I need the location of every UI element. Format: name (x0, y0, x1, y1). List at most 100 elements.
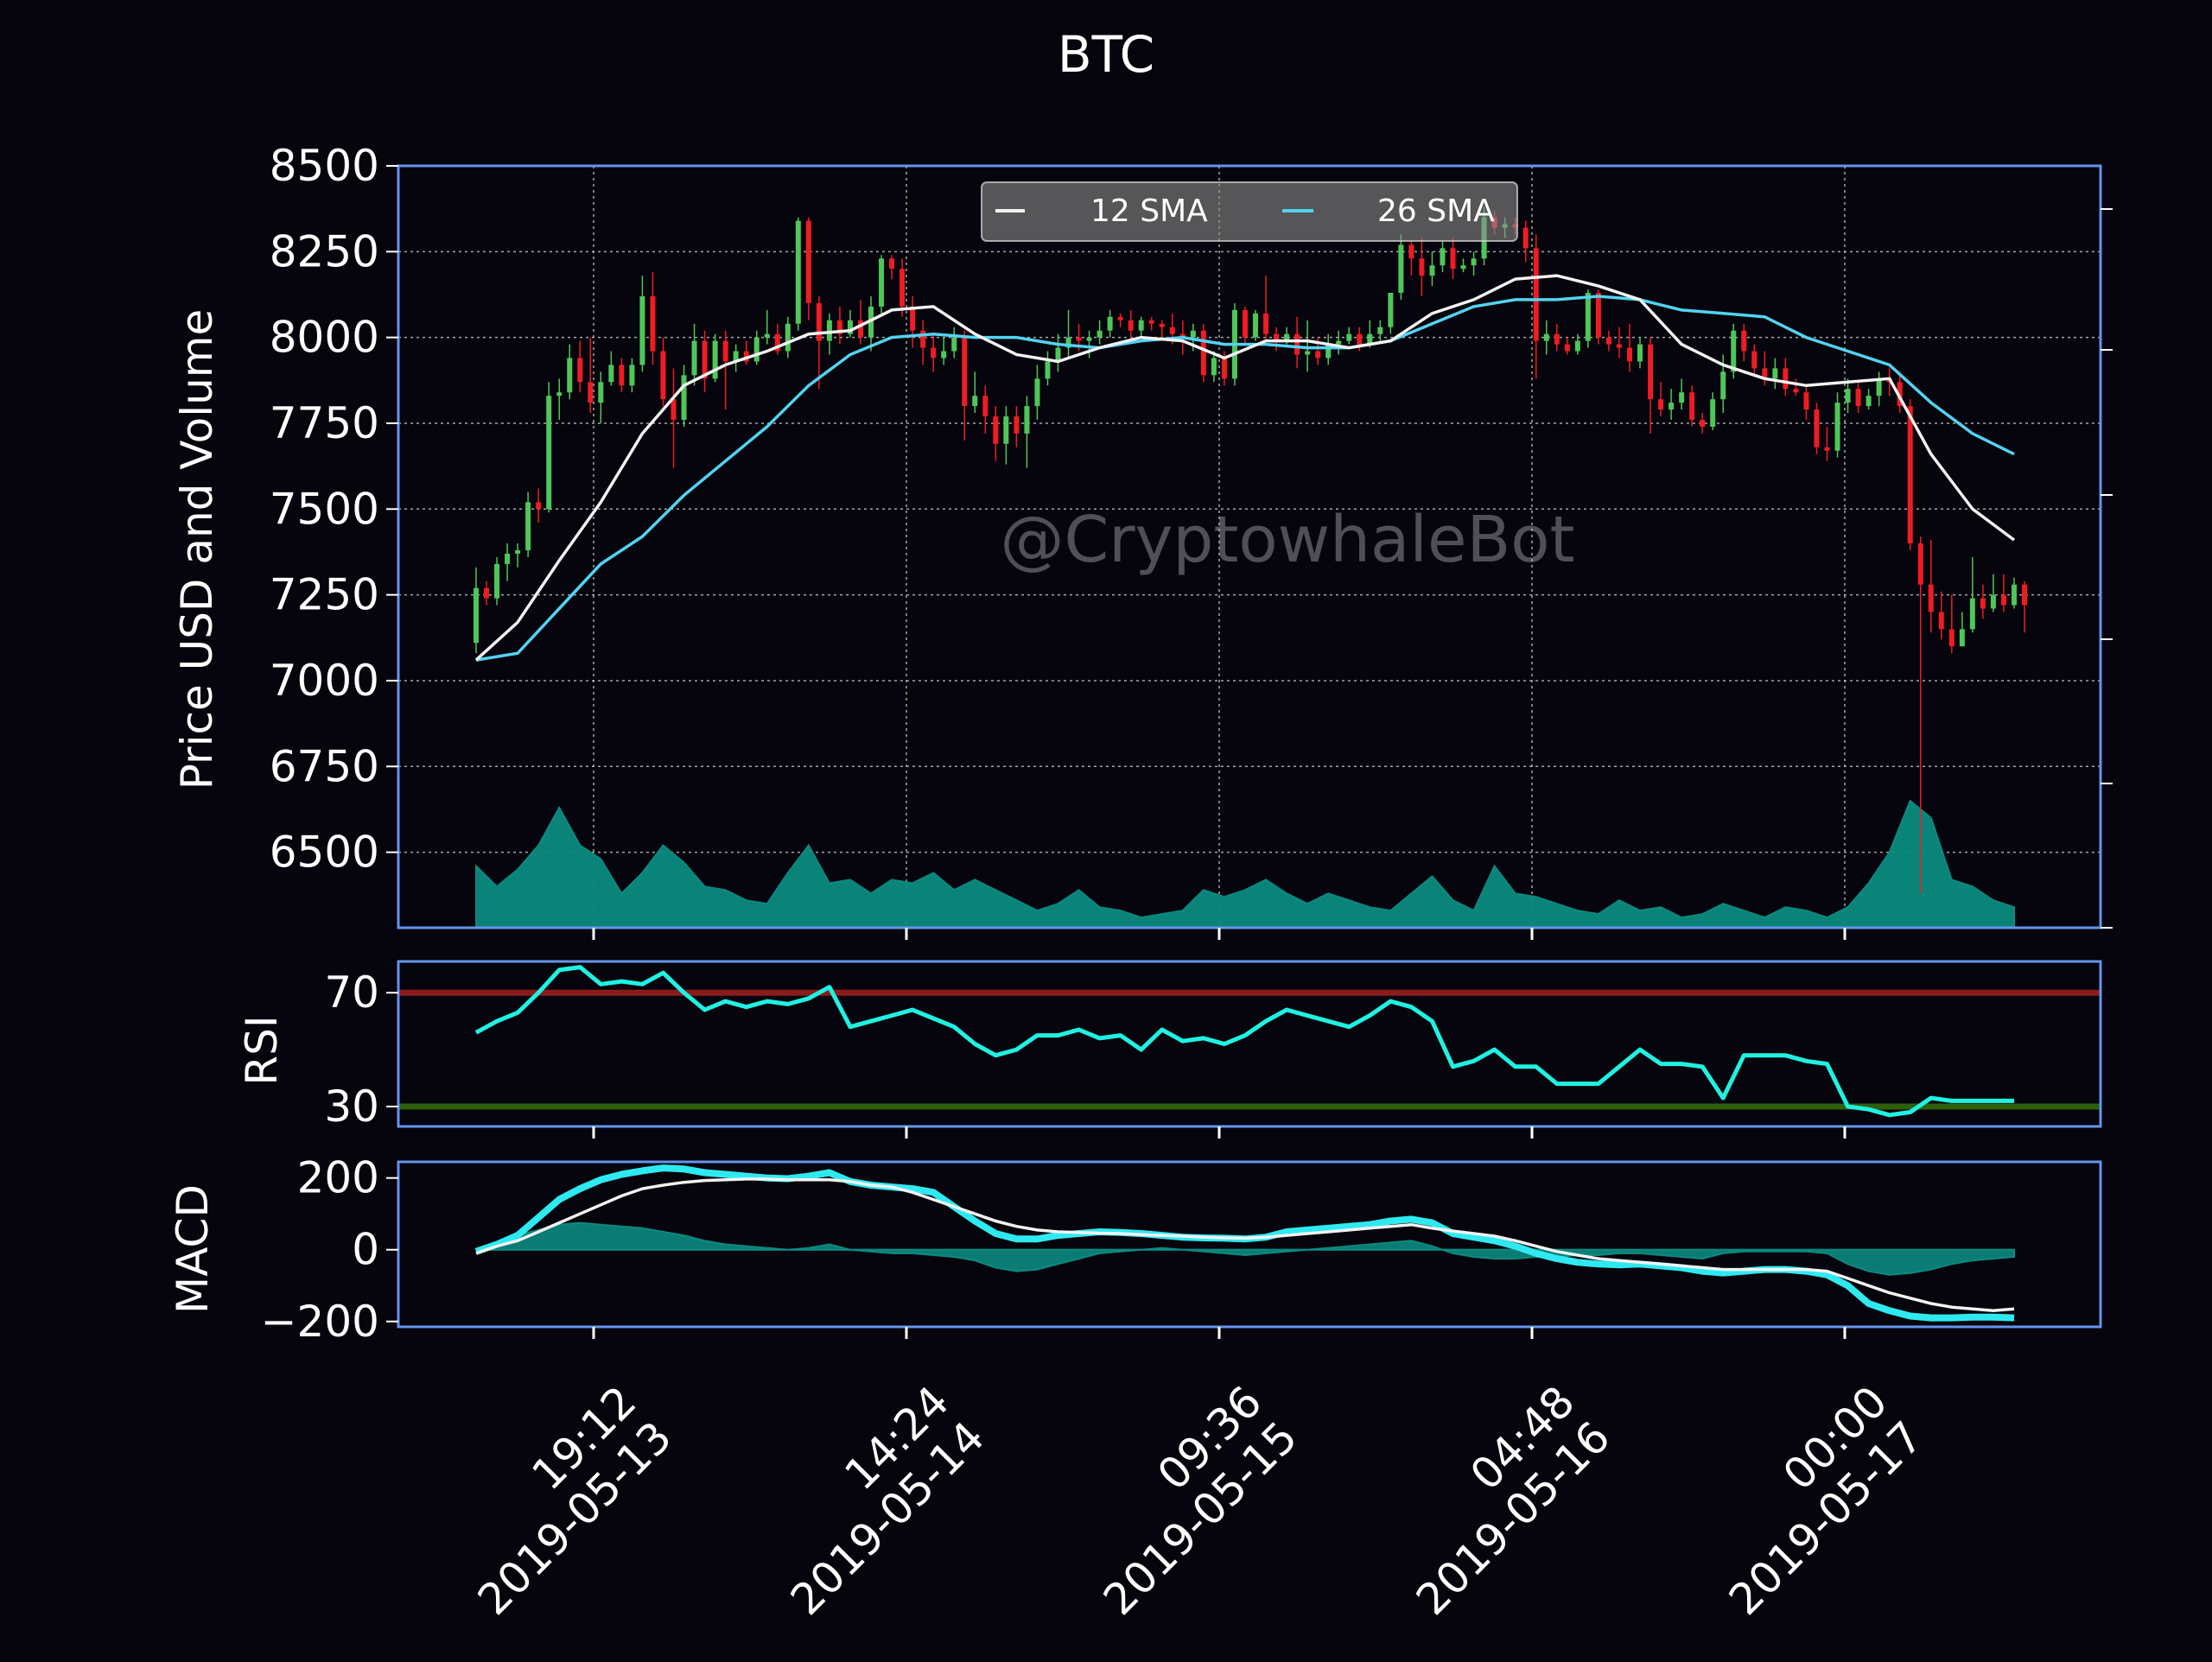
candle (1460, 258, 1466, 273)
candle (1626, 323, 1632, 372)
candle (1554, 323, 1560, 352)
candle-body (691, 340, 697, 376)
candle-body (1938, 612, 1944, 630)
candle (629, 358, 635, 393)
candle (1533, 234, 1539, 379)
candle (515, 543, 521, 568)
candle (1543, 320, 1549, 355)
legend-label-12-sma: 12 SMA (1090, 193, 1208, 229)
candle (972, 371, 978, 414)
candle (1803, 385, 1809, 420)
candle-body (1876, 378, 1882, 396)
candle-body (525, 502, 531, 550)
candle-body (1658, 399, 1664, 410)
candle-body (1034, 378, 1040, 407)
candle (1263, 276, 1269, 341)
candle (920, 320, 926, 365)
candle (1917, 536, 1923, 894)
candle (1876, 371, 1882, 407)
candle (1014, 406, 1020, 447)
candle-body (1897, 382, 1903, 407)
candle (702, 330, 708, 393)
candle (1574, 333, 1580, 355)
candle-body (1522, 227, 1529, 249)
candle-body (515, 549, 521, 554)
candle (733, 344, 739, 372)
candle-body (1200, 330, 1206, 376)
candle-body (1595, 293, 1601, 338)
macd-axis-label: MACD (168, 1184, 218, 1314)
candle-body (1762, 368, 1768, 379)
candle-body (1388, 293, 1394, 327)
candle (1605, 330, 1611, 352)
candle-body (1024, 406, 1030, 434)
candle-body (577, 358, 583, 383)
candle (525, 492, 531, 557)
candle (1772, 358, 1778, 390)
candle (1669, 389, 1675, 420)
candle (1253, 309, 1259, 341)
candle (1616, 327, 1622, 358)
candle-body (1710, 399, 1716, 427)
candle-body (1086, 337, 1092, 341)
candle-body (1045, 361, 1051, 379)
candle (1408, 241, 1414, 276)
candle (1700, 413, 1706, 434)
candle-body (1834, 403, 1840, 451)
rsi-y-tick-label: 70 (324, 967, 379, 1018)
rsi-line (474, 965, 2014, 1118)
candle-body (743, 351, 749, 362)
candle-body (1325, 344, 1332, 358)
candle-body (1564, 344, 1570, 352)
candle-body (494, 563, 500, 599)
candle (2011, 577, 2017, 609)
candle (608, 351, 614, 386)
candle-body (1429, 265, 1435, 276)
candle-body (2022, 584, 2027, 606)
candle-body (1450, 248, 1456, 270)
candle (931, 333, 937, 372)
candle-body (993, 416, 999, 444)
candle-body (1398, 244, 1404, 293)
candle (1710, 392, 1716, 430)
candle (785, 316, 791, 358)
watermark: @CryptowhaleBot (1000, 503, 1574, 577)
x-tick-label: 09:362019-05-15 (1058, 1376, 1306, 1624)
candle (1346, 327, 1352, 345)
legend-box (981, 181, 1518, 242)
x-tick-label: 04:482019-05-16 (1371, 1376, 1619, 1624)
sma-12-line (474, 274, 2016, 662)
candle (941, 337, 947, 365)
candle (1336, 330, 1342, 355)
candle-body (1907, 406, 1913, 544)
candle-body (1720, 371, 1726, 400)
candle-body (920, 330, 926, 348)
price-y-tick-label: 6500 (270, 828, 379, 878)
macd-y-tick-label: 200 (297, 1153, 379, 1203)
candle (681, 365, 687, 427)
rsi-axis-label: RSI (237, 1015, 287, 1085)
candle (494, 556, 500, 606)
candle (1065, 309, 1071, 358)
candle-body (1211, 358, 1217, 376)
candle-body (962, 337, 968, 407)
candle-body (1648, 344, 1654, 400)
candle (660, 337, 666, 407)
candle (1637, 337, 1643, 369)
candle (1148, 316, 1154, 331)
candle (1242, 306, 1248, 345)
candle-body (972, 396, 978, 407)
candle (671, 368, 677, 468)
candle (1648, 337, 1654, 434)
candle-body (847, 320, 853, 334)
candle-body (1669, 403, 1675, 410)
candle (1897, 371, 1903, 414)
candle-body (1408, 244, 1414, 259)
rsi-panel: 70 30 (324, 960, 2102, 1132)
candle-body (889, 258, 895, 270)
candle (1305, 320, 1311, 372)
candle (1450, 238, 1456, 280)
chart-title: BTC (1058, 25, 1154, 84)
candle-body (712, 340, 718, 379)
candle (1948, 594, 1955, 654)
